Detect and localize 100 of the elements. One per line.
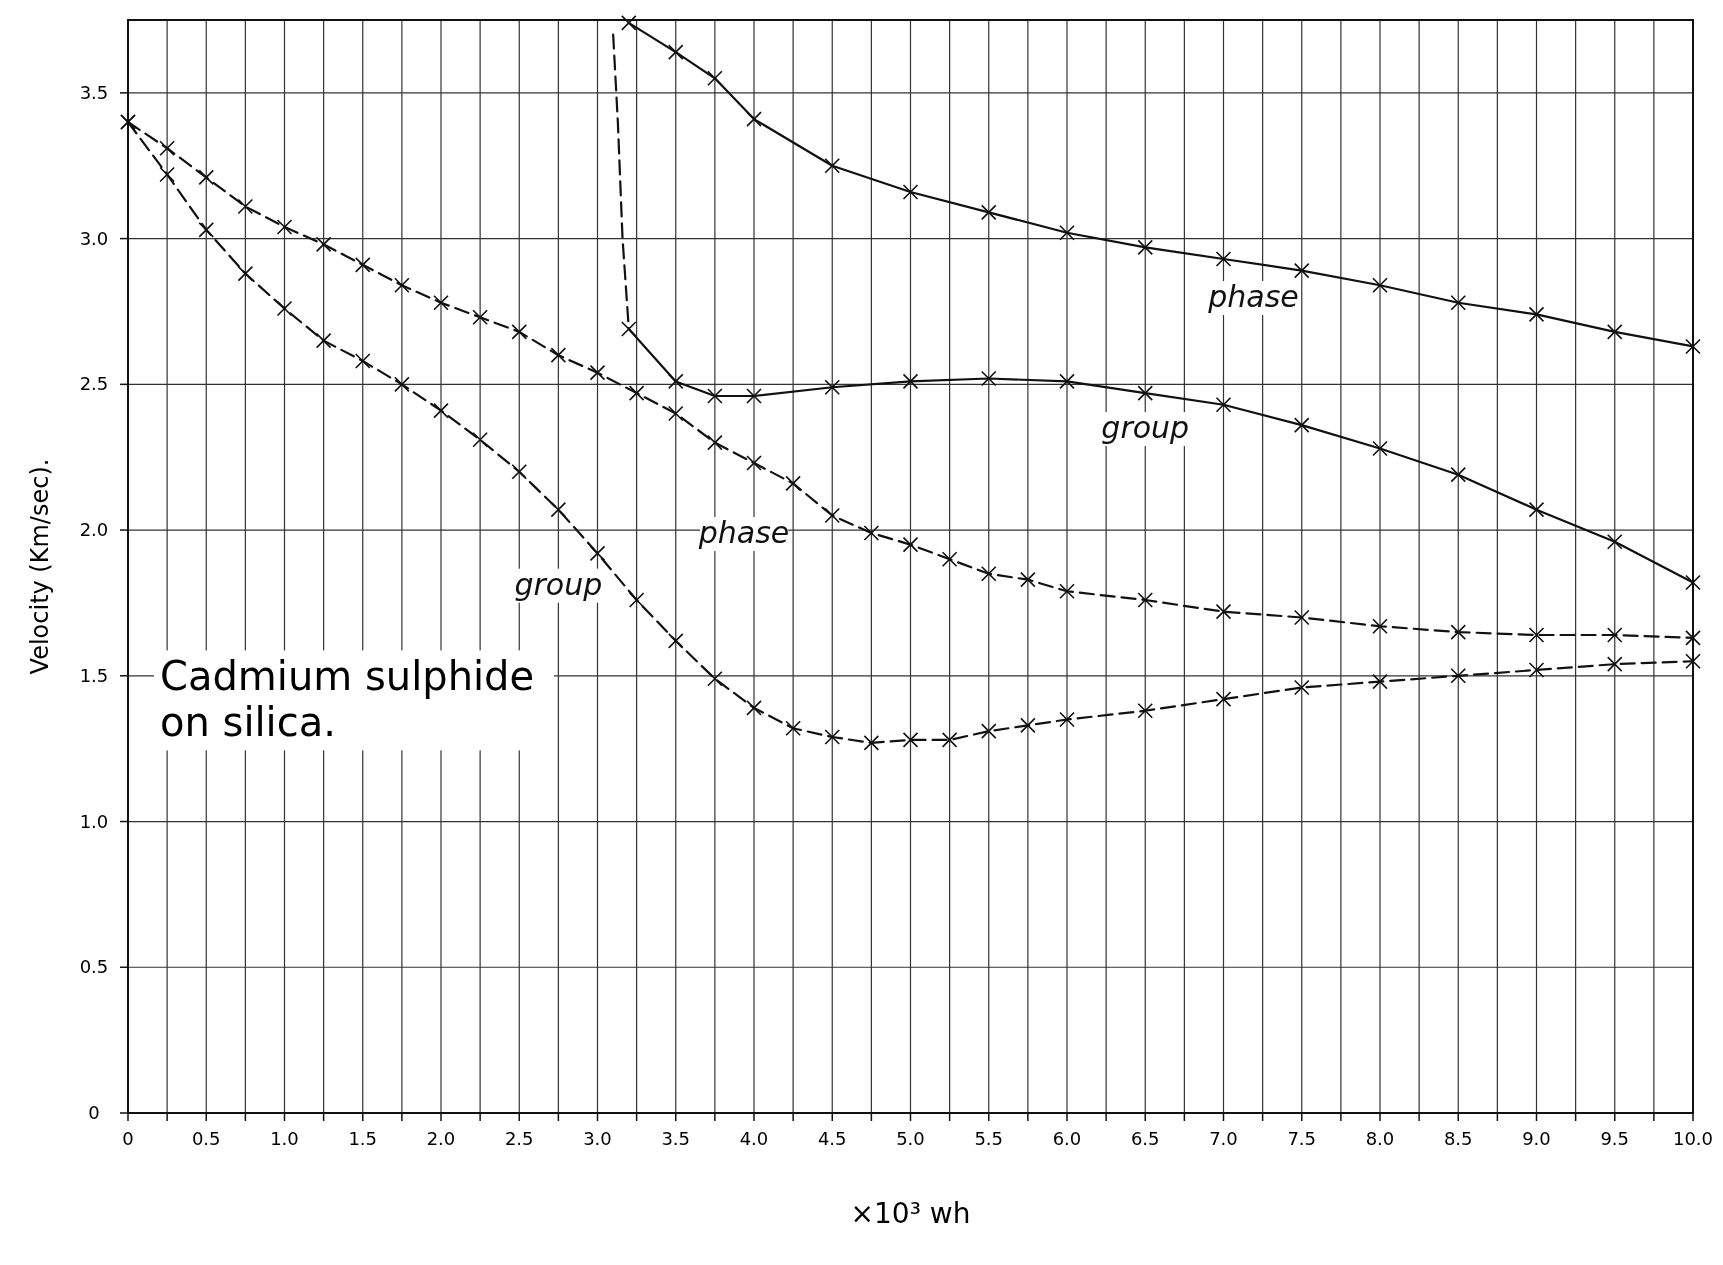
point: [1606, 324, 1623, 340]
point: [1685, 653, 1701, 670]
x-axis-title: ×10³ wh: [850, 1197, 971, 1230]
point: [1528, 627, 1545, 643]
point: [980, 204, 997, 221]
point: [785, 475, 801, 492]
point: [667, 373, 684, 390]
x-tick-label: 4.5: [817, 1128, 847, 1149]
point: [589, 364, 606, 381]
point: [667, 405, 684, 422]
y-tick-label: 1.0: [79, 810, 109, 832]
point: [667, 44, 684, 60]
point: [1215, 603, 1232, 620]
point: [472, 309, 488, 326]
x-tick-label: 7.0: [1209, 1128, 1238, 1149]
point: [472, 431, 488, 448]
point: [1059, 373, 1075, 390]
point: [1137, 239, 1154, 256]
x-tick-label: 6.5: [1130, 1128, 1160, 1149]
x-tick-label: 9.5: [1600, 1128, 1630, 1149]
point: [1372, 673, 1388, 690]
point: [707, 388, 723, 404]
point: [824, 729, 841, 745]
point: [1606, 533, 1623, 550]
point: [589, 545, 606, 562]
x-tick-label: 2.0: [426, 1128, 456, 1149]
point: [394, 277, 410, 294]
y-axis-title: Velocity (Km/sec).: [26, 458, 54, 675]
x-tick-label: 2.5: [504, 1128, 534, 1149]
x-tick-label: 0: [122, 1128, 134, 1149]
point: [1293, 679, 1310, 696]
point: [902, 732, 919, 748]
point: [1293, 417, 1310, 433]
point: [1450, 294, 1467, 311]
point: [511, 463, 528, 480]
point: [433, 294, 449, 311]
point: [1528, 306, 1545, 323]
point: [902, 373, 919, 390]
point: [1606, 656, 1623, 672]
point: [237, 265, 254, 282]
x-tick-label: 10.0: [1672, 1128, 1714, 1149]
point: [1293, 609, 1310, 626]
point: [237, 198, 254, 215]
point: [1450, 466, 1467, 483]
point: [707, 70, 723, 87]
point: [198, 222, 215, 238]
x-tick-label: 9.0: [1522, 1128, 1551, 1149]
point: [1528, 662, 1545, 678]
series-label: phase: [697, 515, 790, 551]
point: [746, 700, 762, 716]
point: [621, 321, 637, 337]
point: [1020, 717, 1036, 734]
y-tick-label: 0.5: [79, 956, 109, 978]
point: [785, 720, 801, 737]
series-label: phase: [1207, 279, 1299, 314]
point: [707, 434, 723, 451]
point: [1528, 501, 1545, 518]
point: [746, 388, 762, 404]
point: [980, 723, 997, 739]
point: [1137, 385, 1154, 401]
point: [824, 157, 841, 174]
point: [746, 111, 762, 127]
series-label: group: [1101, 410, 1190, 446]
point: [1293, 262, 1310, 279]
point: [1215, 396, 1232, 413]
x-tick-label: 5.5: [974, 1128, 1004, 1149]
point: [863, 735, 880, 751]
point: [354, 257, 371, 273]
x-tick-label: 0.5: [191, 1128, 221, 1149]
point: [1685, 338, 1701, 355]
point: [1685, 630, 1701, 646]
point: [824, 507, 841, 524]
point: [1020, 571, 1036, 588]
x-tick-label: 8.5: [1443, 1128, 1473, 1149]
point: [902, 184, 919, 200]
point: [315, 236, 332, 253]
point: [621, 15, 637, 31]
point: [394, 376, 410, 393]
x-tick-label: 1.5: [348, 1128, 378, 1149]
point: [1137, 702, 1154, 719]
point: [863, 525, 880, 541]
point: [159, 166, 175, 183]
point: [1450, 624, 1467, 640]
point: [1059, 224, 1075, 241]
point: [1215, 251, 1232, 267]
x-tick-label: 3.0: [583, 1128, 612, 1149]
x-tick-label: 7.5: [1287, 1128, 1317, 1149]
point: [1372, 618, 1388, 635]
point: [276, 300, 293, 317]
y-tick-label: 3.5: [79, 81, 109, 103]
point: [824, 379, 841, 396]
point: [707, 670, 723, 687]
point: [159, 140, 175, 157]
point: [941, 551, 958, 568]
y-tick-label: 2.5: [79, 373, 109, 395]
point: [628, 592, 645, 608]
point: [980, 370, 997, 387]
point: [1137, 592, 1154, 608]
series-label: group: [514, 566, 603, 602]
point: [941, 732, 958, 748]
